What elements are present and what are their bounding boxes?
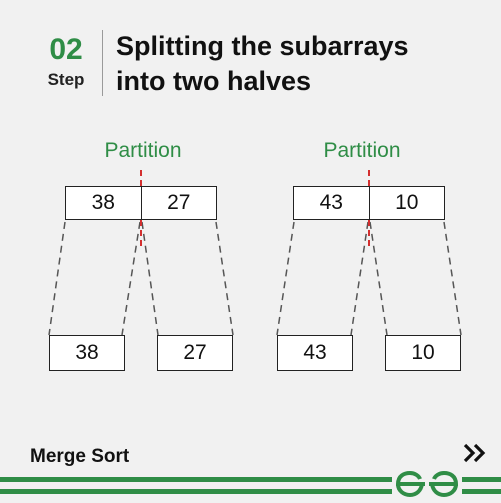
- title-line-1: Splitting the subarrays: [116, 31, 409, 61]
- half-box-right-b: 10: [385, 335, 461, 371]
- double-chevron-right-icon[interactable]: [462, 440, 488, 471]
- connector-right-inner-a: [350, 221, 369, 336]
- footer-bar-bottom: [0, 489, 501, 494]
- array-cell: 38: [91, 191, 115, 214]
- title-line-2: into two halves: [116, 66, 312, 96]
- header-divider: [102, 30, 103, 96]
- connector-right-outer-b: [443, 221, 462, 336]
- array-cell: 43: [319, 191, 343, 214]
- step-label: Step: [47, 70, 85, 89]
- footer-bar-top: [0, 477, 501, 482]
- array-box-right: 43 10: [293, 186, 445, 220]
- geeksforgeeks-logo-icon: [392, 470, 462, 498]
- array-box-left: 38 27: [65, 186, 217, 220]
- step-number: 02: [49, 33, 83, 66]
- connector-left-outer-a: [48, 221, 66, 336]
- array-cell: 10: [368, 187, 445, 219]
- page-title: Splitting the subarrays into two halves: [116, 29, 486, 99]
- connector-left-inner-a: [121, 221, 141, 336]
- connector-left-outer-b: [215, 221, 234, 336]
- array-cell: 27: [140, 187, 217, 219]
- half-box-left-b: 27: [157, 335, 233, 371]
- partition-label-right: Partition: [323, 139, 401, 162]
- partition-label-left: Partition: [104, 139, 182, 162]
- half-box-right-a: 43: [277, 335, 353, 371]
- connector-right-outer-a: [276, 221, 295, 336]
- connector-left-inner-b: [141, 221, 159, 336]
- footer-label: Merge Sort: [30, 446, 130, 467]
- half-box-left-a: 38: [49, 335, 125, 371]
- connector-right-inner-b: [369, 221, 388, 336]
